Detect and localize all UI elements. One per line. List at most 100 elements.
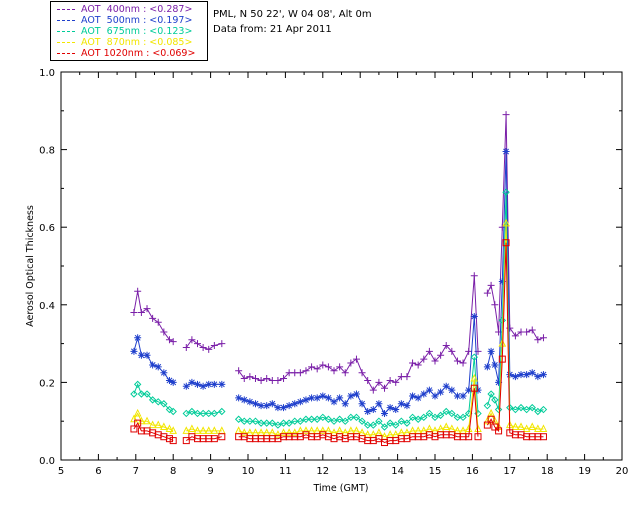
data-point <box>134 334 142 342</box>
data-point <box>363 421 372 429</box>
data-point <box>313 394 321 402</box>
data-point <box>169 426 178 434</box>
data-point <box>392 421 400 429</box>
x-tick-label-5: 5 <box>58 466 64 477</box>
series-line <box>238 357 479 428</box>
data-point <box>539 433 547 441</box>
data-point <box>534 424 542 432</box>
data-point <box>528 422 537 431</box>
data-point <box>137 309 145 317</box>
data-point <box>235 394 243 402</box>
data-point <box>470 384 478 392</box>
data-point <box>386 376 394 384</box>
y-tick-label-0.6: 0.6 <box>39 223 55 234</box>
data-point <box>218 407 226 416</box>
data-point <box>474 433 482 441</box>
data-point <box>511 332 519 340</box>
data-point <box>308 363 316 371</box>
data-point <box>375 400 383 408</box>
data-point <box>491 423 499 431</box>
data-point <box>296 398 304 406</box>
x-tick-label-14: 14 <box>391 466 404 477</box>
x-tick-label-20: 20 <box>616 466 629 477</box>
data-point <box>534 373 542 381</box>
data-point <box>210 435 218 443</box>
data-point <box>470 272 478 280</box>
data-point <box>313 415 321 423</box>
data-point <box>442 382 450 390</box>
data-point <box>263 375 271 383</box>
x-tick-label-12: 12 <box>316 466 329 477</box>
y-axis-label: Aerosol Optical Thickness <box>25 205 36 327</box>
data-point <box>409 359 417 367</box>
data-point <box>347 413 355 422</box>
legend-item-870nm: AOT 870nm : <0.085> <box>51 37 207 48</box>
data-point <box>522 424 531 432</box>
data-point <box>465 433 473 441</box>
data-point <box>453 413 462 422</box>
data-point <box>483 416 492 425</box>
data-point <box>506 371 514 379</box>
data-point <box>148 420 157 429</box>
data-point <box>487 415 495 423</box>
series-line <box>186 410 222 414</box>
data-point <box>169 407 177 416</box>
data-point <box>495 427 503 435</box>
data-point <box>511 422 520 431</box>
series-0 <box>130 111 547 394</box>
data-point <box>194 380 202 388</box>
data-point <box>369 406 377 414</box>
data-point <box>251 417 260 425</box>
data-point <box>302 367 310 375</box>
data-point <box>431 413 439 422</box>
data-point <box>160 328 168 336</box>
data-point <box>143 351 151 359</box>
x-tick-label-18: 18 <box>541 466 554 477</box>
data-point <box>539 405 548 414</box>
data-point <box>386 419 394 427</box>
data-point <box>341 369 349 377</box>
series-line <box>486 151 544 383</box>
data-point <box>352 413 361 422</box>
data-point <box>204 426 213 434</box>
data-point <box>133 408 142 417</box>
data-point <box>528 326 536 334</box>
data-point <box>502 218 510 227</box>
data-point <box>307 415 316 423</box>
data-point <box>470 312 478 320</box>
plot-frame <box>60 71 623 461</box>
data-point <box>502 111 510 119</box>
data-point <box>414 394 422 402</box>
data-point <box>511 405 520 414</box>
data-point <box>502 188 510 196</box>
x-tick-label-17: 17 <box>503 466 516 477</box>
data-point <box>437 351 445 359</box>
data-point <box>290 428 299 436</box>
data-point <box>474 386 482 394</box>
data-point <box>205 409 213 418</box>
data-point <box>470 353 478 361</box>
data-point <box>386 430 394 438</box>
data-point <box>403 373 411 381</box>
data-point <box>425 386 433 394</box>
data-point <box>448 386 456 394</box>
x-tick-label-16: 16 <box>466 466 479 477</box>
data-point <box>330 417 338 425</box>
data-point <box>285 402 293 410</box>
legend-swatch-1020nm <box>57 53 75 54</box>
data-point <box>319 392 327 400</box>
data-point <box>274 421 282 429</box>
data-point <box>165 376 173 384</box>
data-point <box>274 376 282 384</box>
data-point <box>425 347 433 355</box>
data-point <box>358 417 366 425</box>
data-point <box>534 336 542 344</box>
data-point <box>160 400 168 408</box>
x-tick-label-8: 8 <box>170 466 176 477</box>
data-point <box>431 392 439 400</box>
x-tick-label-7: 7 <box>133 466 139 477</box>
data-point <box>539 371 547 379</box>
data-point <box>218 433 226 441</box>
data-point <box>336 363 344 371</box>
data-point <box>464 424 473 432</box>
